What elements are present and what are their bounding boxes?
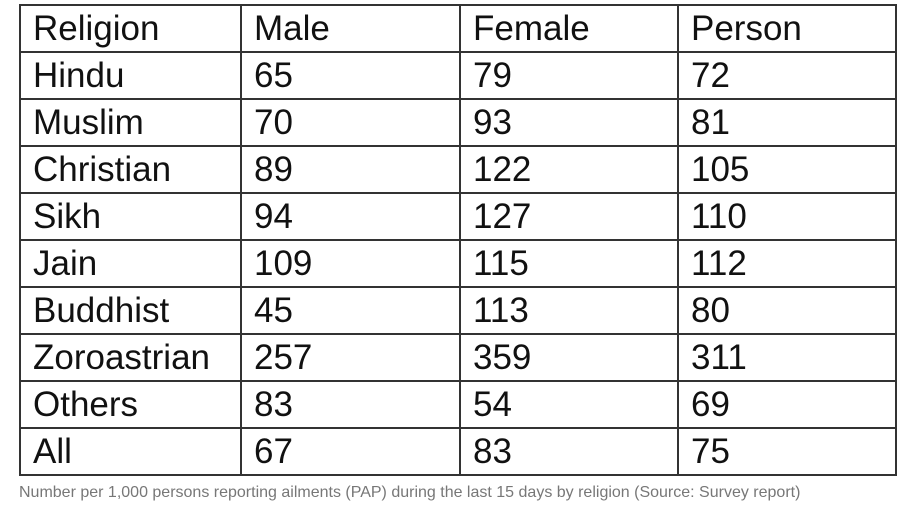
header-person: Person xyxy=(677,4,897,53)
table-row: Zoroastrian 257 359 311 xyxy=(19,333,897,382)
cell-female: 113 xyxy=(459,286,679,335)
cell-person: 80 xyxy=(677,286,897,335)
table-row: Christian 89 122 105 xyxy=(19,145,897,194)
table-row: Jain 109 115 112 xyxy=(19,239,897,288)
table-row: All 67 83 75 xyxy=(19,427,897,476)
cell-female: 127 xyxy=(459,192,679,241)
cell-female: 359 xyxy=(459,333,679,382)
cell-religion: Jain xyxy=(19,239,242,288)
cell-religion: All xyxy=(19,427,242,476)
cell-male: 45 xyxy=(240,286,461,335)
header-female: Female xyxy=(459,4,679,53)
cell-female: 54 xyxy=(459,380,679,429)
religion-table-container: Religion Male Female Person Hindu 65 79 … xyxy=(19,4,897,476)
cell-male: 89 xyxy=(240,145,461,194)
religion-ailments-table: Religion Male Female Person Hindu 65 79 … xyxy=(19,4,897,476)
cell-religion: Others xyxy=(19,380,242,429)
cell-male: 83 xyxy=(240,380,461,429)
cell-religion: Hindu xyxy=(19,51,242,100)
table-row: Muslim 70 93 81 xyxy=(19,98,897,147)
cell-person: 112 xyxy=(677,239,897,288)
cell-male: 94 xyxy=(240,192,461,241)
cell-religion: Zoroastrian xyxy=(19,333,242,382)
cell-male: 257 xyxy=(240,333,461,382)
cell-female: 79 xyxy=(459,51,679,100)
table-row: Others 83 54 69 xyxy=(19,380,897,429)
cell-person: 75 xyxy=(677,427,897,476)
cell-male: 70 xyxy=(240,98,461,147)
table-caption: Number per 1,000 persons reporting ailme… xyxy=(19,484,801,501)
cell-female: 115 xyxy=(459,239,679,288)
table-row: Hindu 65 79 72 xyxy=(19,51,897,100)
cell-female: 93 xyxy=(459,98,679,147)
cell-religion: Sikh xyxy=(19,192,242,241)
cell-male: 67 xyxy=(240,427,461,476)
cell-person: 81 xyxy=(677,98,897,147)
cell-female: 83 xyxy=(459,427,679,476)
cell-religion: Buddhist xyxy=(19,286,242,335)
cell-person: 105 xyxy=(677,145,897,194)
header-religion: Religion xyxy=(19,4,242,53)
cell-religion: Muslim xyxy=(19,98,242,147)
cell-person: 311 xyxy=(677,333,897,382)
cell-person: 110 xyxy=(677,192,897,241)
cell-person: 69 xyxy=(677,380,897,429)
table-row: Buddhist 45 113 80 xyxy=(19,286,897,335)
cell-person: 72 xyxy=(677,51,897,100)
header-male: Male xyxy=(240,4,461,53)
table-row: Sikh 94 127 110 xyxy=(19,192,897,241)
cell-male: 65 xyxy=(240,51,461,100)
cell-religion: Christian xyxy=(19,145,242,194)
cell-male: 109 xyxy=(240,239,461,288)
table-header-row: Religion Male Female Person xyxy=(19,4,897,53)
cell-female: 122 xyxy=(459,145,679,194)
